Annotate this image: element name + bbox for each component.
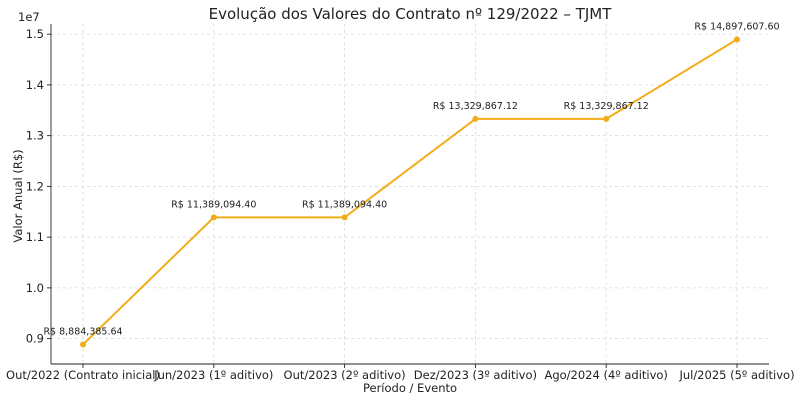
x-tick-label: Ago/2024 (4º aditivo) (544, 368, 667, 382)
data-label: R$ 13,329,867.12 (564, 101, 649, 112)
y-axis-label: Valor Anual (R$) (11, 149, 25, 242)
axes: 0.9 1.0 1.1 1.2 1.3 1.4 1.5 Out/2022 (Contrato … (6, 24, 795, 382)
data-point (341, 214, 348, 221)
y-tick-label: 1.5 (26, 27, 44, 41)
data-point (472, 115, 479, 122)
data-label: R$ 11,389,094.40 (302, 199, 387, 210)
data-label: R$ 8,884,385.64 (43, 326, 122, 337)
data-labels: R$ 8,884,385.64 R$ 11,389,094.40 R$ 11,389… (43, 21, 779, 337)
y-offset-label: 1e7 (18, 10, 40, 24)
y-tick-label: 1.2 (26, 179, 44, 193)
data-point (734, 36, 740, 43)
y-tick-label: 1.3 (26, 129, 44, 143)
x-tick-label: Out/2022 (Contrato inicial) (6, 368, 160, 382)
y-tick-label: 1.0 (26, 281, 44, 295)
y-tick-label: 1.4 (26, 78, 44, 92)
data-label: R$ 14,897,607.60 (694, 21, 779, 32)
x-tick-label: Jun/2023 (1º aditivo) (153, 368, 273, 382)
data-point (603, 115, 610, 122)
x-tick-label: Dez/2023 (3º aditivo) (414, 368, 537, 382)
chart-title: Evolução dos Valores do Contrato nº 129/… (209, 5, 613, 23)
data-label: R$ 11,389,094.40 (171, 199, 256, 210)
x-axis-label: Período / Evento (363, 381, 457, 395)
y-tick-label: 0.9 (26, 332, 44, 346)
x-tick-label: Jul/2025 (5º aditivo) (678, 368, 794, 382)
y-tick-label: 1.1 (26, 230, 44, 244)
x-tick-label: Out/2023 (2º aditivo) (284, 368, 406, 382)
grid (51, 24, 769, 364)
data-point (210, 214, 217, 221)
data-label: R$ 13,329,867.12 (433, 101, 518, 112)
series (80, 36, 740, 348)
series-line (82, 38, 738, 346)
data-point (80, 341, 86, 348)
